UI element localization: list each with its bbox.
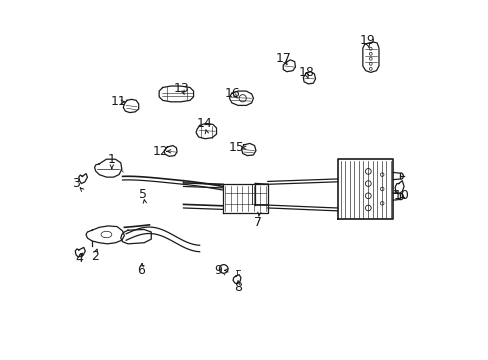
Text: 14: 14 xyxy=(196,117,212,130)
Text: 12: 12 xyxy=(152,145,168,158)
Text: 5: 5 xyxy=(139,188,147,201)
Text: 9: 9 xyxy=(214,264,222,277)
Text: 1: 1 xyxy=(108,153,116,166)
Text: 4: 4 xyxy=(75,252,82,265)
Text: 2: 2 xyxy=(90,249,99,262)
Text: 6: 6 xyxy=(137,264,145,277)
Text: 17: 17 xyxy=(275,52,290,65)
Text: 11: 11 xyxy=(110,95,126,108)
Text: 13: 13 xyxy=(174,82,189,95)
Text: 19: 19 xyxy=(359,34,374,48)
Text: 15: 15 xyxy=(228,141,244,154)
Text: 16: 16 xyxy=(224,87,241,100)
Text: 18: 18 xyxy=(298,66,313,79)
Text: 10: 10 xyxy=(393,189,408,202)
Text: 7: 7 xyxy=(254,216,262,229)
Text: 3: 3 xyxy=(72,177,80,190)
Text: 8: 8 xyxy=(234,281,242,294)
